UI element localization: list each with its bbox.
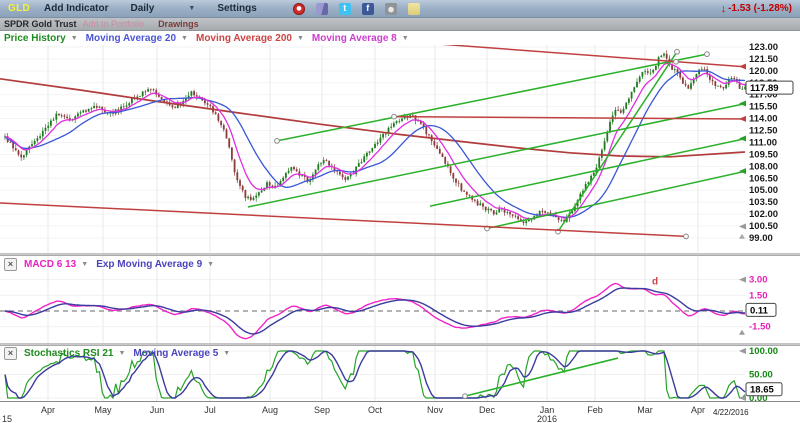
settings-menu[interactable]: Settings — [217, 3, 256, 14]
timeframe-value: Daily — [130, 3, 154, 14]
last-date-label: 4/22/2016 — [713, 408, 749, 417]
symbol-label: GLD — [8, 3, 30, 14]
year-label: 2016 — [537, 414, 557, 423]
indicator-moving-average-8[interactable]: Moving Average 8 — [312, 33, 397, 44]
svg-text:100.50: 100.50 — [749, 221, 778, 232]
price-panel-header: Price History ▼ Moving Average 20 ▼ Moving A… — [4, 31, 417, 45]
month-label: Mar — [637, 405, 653, 415]
down-arrow-icon: ↓ — [721, 3, 727, 15]
month-label: Dec — [479, 405, 495, 415]
svg-text:111.00: 111.00 — [749, 137, 777, 148]
security-name: SPDR Gold Trust — [4, 19, 77, 29]
chevron-down-icon[interactable]: ▼ — [297, 35, 304, 42]
month-label: Feb — [587, 405, 603, 415]
svg-text:1.50: 1.50 — [749, 290, 768, 301]
svg-text:109.50: 109.50 — [749, 149, 778, 160]
camera-icon[interactable] — [385, 3, 397, 15]
svg-text:-1.50: -1.50 — [749, 322, 771, 333]
chevron-down-icon[interactable]: ▼ — [81, 261, 88, 268]
twitter-icon[interactable]: t — [339, 3, 351, 15]
price-chart-canvas[interactable]: 123.00121.50120.00118.50117.00115.50114.… — [0, 45, 800, 253]
svg-text:105.00: 105.00 — [749, 185, 778, 196]
price-change: ↓ -1.53 (-1.28%) — [721, 3, 792, 15]
change-text: -1.53 (-1.28%) — [728, 3, 792, 14]
month-label: Aug — [262, 405, 278, 415]
add-indicator-menu[interactable]: Add Indicator — [44, 3, 108, 14]
indicator-exp-moving-average-9[interactable]: Exp Moving Average 9 — [96, 259, 202, 270]
chevron-down-icon: ▼ — [188, 5, 195, 12]
indicator-price-history[interactable]: Price History — [4, 33, 66, 44]
macd-panel-header: × MACD 6 13 ▼ Exp Moving Average 9 ▼ — [4, 257, 222, 271]
panel-splitter[interactable] — [0, 253, 800, 256]
svg-text:d: d — [652, 276, 658, 287]
svg-text:3.00: 3.00 — [749, 275, 768, 286]
toolbar-icons: tf — [293, 3, 420, 15]
svg-text:18.65: 18.65 — [750, 385, 774, 396]
month-label: Apr — [41, 405, 55, 415]
year-label-left: 15 — [2, 414, 12, 423]
month-label: May — [94, 405, 111, 415]
indicator-macd-6-13[interactable]: MACD 6 13 — [24, 259, 76, 270]
svg-text:102.00: 102.00 — [749, 209, 778, 220]
svg-text:0.11: 0.11 — [750, 305, 769, 316]
add-to-portfolio-link[interactable]: Add to Portfolio — [83, 19, 145, 29]
stoch-panel-header: × Stochastics RSI 21 ▼ Moving Average 5 ▼ — [4, 346, 238, 360]
workbook-icon[interactable] — [316, 3, 328, 15]
svg-text:114.00: 114.00 — [749, 114, 778, 125]
month-label: Apr — [691, 405, 705, 415]
chart-application: GLD Add Indicator Daily ▼ Settings tf ↓ … — [0, 0, 800, 423]
svg-text:120.00: 120.00 — [749, 66, 778, 77]
svg-text:121.50: 121.50 — [749, 54, 778, 65]
indicator-moving-average-200[interactable]: Moving Average 200 — [196, 33, 292, 44]
svg-text:100.00: 100.00 — [749, 346, 778, 357]
security-bar: SPDR Gold Trust Add to Portfolio Drawing… — [0, 18, 800, 31]
indicator-stochastics-rsi-21[interactable]: Stochastics RSI 21 — [24, 348, 113, 359]
drawings-menu[interactable]: Drawings — [158, 19, 199, 29]
note-icon[interactable] — [408, 3, 420, 15]
month-label: Sep — [314, 405, 330, 415]
svg-text:103.50: 103.50 — [749, 197, 778, 208]
month-label: Oct — [368, 405, 382, 415]
chevron-down-icon[interactable]: ▼ — [71, 35, 78, 42]
chevron-down-icon[interactable]: ▼ — [181, 35, 188, 42]
chevron-down-icon[interactable]: ▼ — [223, 350, 230, 357]
chevron-down-icon[interactable]: ▼ — [207, 261, 214, 268]
close-stoch-button[interactable]: × — [4, 347, 17, 360]
chevron-down-icon[interactable]: ▼ — [118, 350, 125, 357]
alarm-icon[interactable] — [293, 3, 305, 15]
svg-text:99.00: 99.00 — [749, 233, 773, 244]
svg-text:50.00: 50.00 — [749, 370, 773, 381]
panel-splitter[interactable] — [0, 343, 800, 346]
svg-text:108.00: 108.00 — [749, 161, 778, 172]
toolbar: GLD Add Indicator Daily ▼ Settings tf ↓ … — [0, 0, 800, 18]
facebook-icon[interactable]: f — [362, 3, 374, 15]
svg-text:106.50: 106.50 — [749, 173, 778, 184]
close-macd-button[interactable]: × — [4, 258, 17, 271]
svg-text:112.50: 112.50 — [749, 126, 778, 137]
time-axis: 15 4/22/2016 Apr May Jun Jul Aug Sep Oct Nov Dec… — [0, 401, 800, 423]
svg-text:115.50: 115.50 — [749, 102, 778, 113]
chevron-down-icon[interactable]: ▼ — [402, 35, 409, 42]
month-label: Nov — [427, 405, 443, 415]
svg-text:117.89: 117.89 — [750, 83, 779, 94]
month-label: Jun — [150, 405, 165, 415]
indicator-moving-average-20[interactable]: Moving Average 20 — [86, 33, 176, 44]
month-label: Jul — [204, 405, 216, 415]
svg-text:123.00: 123.00 — [749, 42, 778, 53]
indicator-moving-average-5[interactable]: Moving Average 5 — [133, 348, 218, 359]
timeframe-select[interactable]: Daily ▼ — [130, 3, 195, 14]
